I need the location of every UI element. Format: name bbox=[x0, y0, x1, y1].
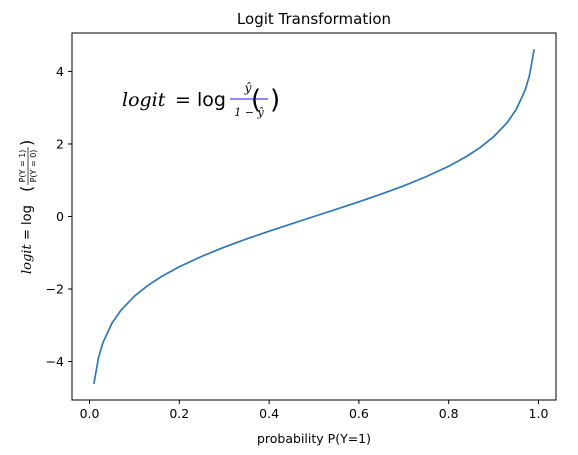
x-tick-label: 1.0 bbox=[529, 406, 549, 421]
x-axis-ticks: 0.0 0.2 0.4 0.6 0.8 1.0 bbox=[80, 400, 549, 421]
x-tick-label: 0.8 bbox=[439, 406, 459, 421]
y-axis-title-open-paren: ( bbox=[17, 186, 36, 192]
y-axis-title: logit = log ( P(Y = 1) P(Y = 0) ) bbox=[17, 140, 38, 274]
y-axis-title-denominator: P(Y = 0) bbox=[29, 150, 38, 183]
y-axis-title-numerator: P(Y = 1) bbox=[18, 150, 27, 183]
y-axis-title-lhs: logit bbox=[20, 244, 35, 274]
formula-lhs: logit bbox=[122, 89, 166, 111]
x-tick-label: 0.0 bbox=[80, 406, 100, 421]
formula-close-paren: ) bbox=[270, 85, 280, 115]
x-tick-label: 0.4 bbox=[259, 406, 279, 421]
formula-numerator: ŷ bbox=[244, 81, 252, 95]
y-tick-label: 4 bbox=[56, 64, 64, 79]
y-axis-title-close-paren: ) bbox=[17, 140, 36, 146]
chart-title: Logit Transformation bbox=[237, 10, 391, 28]
formula-eq: = log bbox=[175, 89, 226, 111]
y-axis-title-eq: = log bbox=[20, 205, 35, 240]
formula-open-paren: ( bbox=[251, 85, 261, 115]
series-layer bbox=[93, 49, 535, 384]
x-tick-label: 0.6 bbox=[349, 406, 369, 421]
formula-annotation: logit = log ( ŷ 1 − ŷ ) bbox=[122, 81, 280, 119]
formula-denominator: 1 − ŷ bbox=[234, 106, 264, 119]
logit-curve-line bbox=[93, 49, 535, 384]
y-tick-label: −2 bbox=[46, 282, 64, 297]
x-axis-title: probability P(Y=1) bbox=[257, 431, 371, 446]
x-tick-label: 0.2 bbox=[169, 406, 189, 421]
y-axis-ticks: −4 −2 0 2 4 bbox=[46, 64, 72, 369]
y-tick-label: 0 bbox=[56, 209, 64, 224]
y-tick-label: −4 bbox=[46, 354, 64, 369]
y-tick-label: 2 bbox=[56, 136, 64, 151]
